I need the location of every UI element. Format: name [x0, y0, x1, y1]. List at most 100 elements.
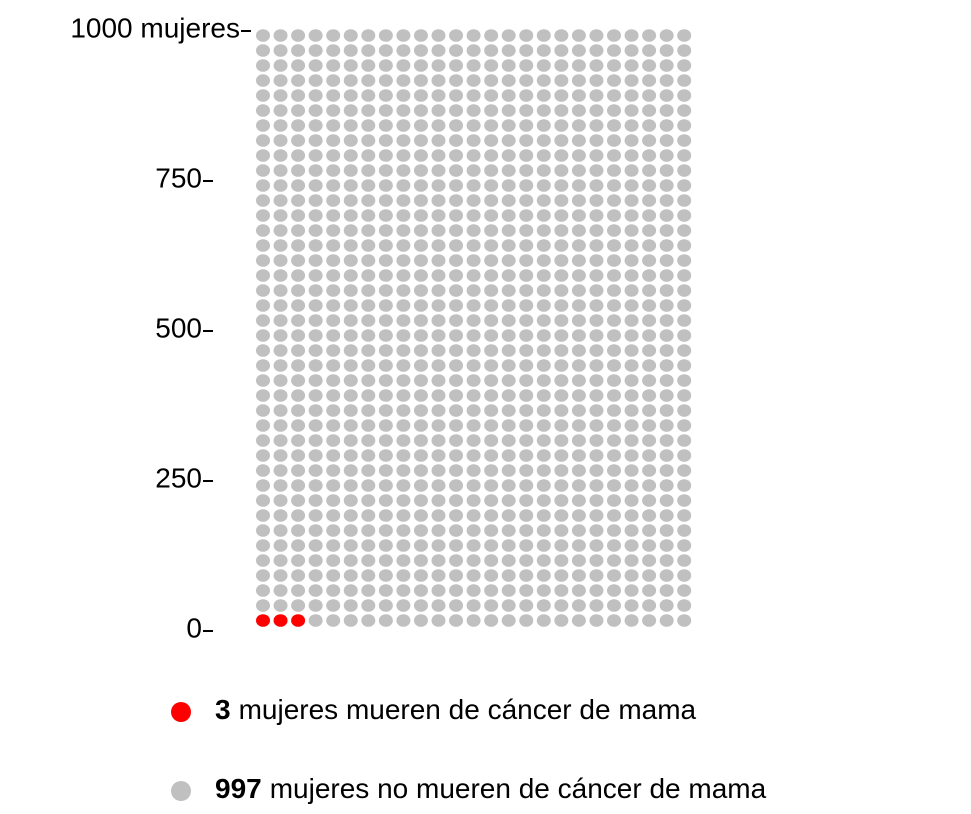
waffle-dot — [308, 614, 323, 627]
waffle-dot — [396, 464, 411, 477]
waffle-dot — [361, 134, 376, 147]
waffle-dot — [659, 389, 674, 402]
waffle-dot — [273, 149, 288, 162]
waffle-dot — [554, 314, 569, 327]
waffle-dot — [413, 479, 428, 492]
waffle-dot — [519, 509, 534, 522]
waffle-dot — [571, 284, 586, 297]
waffle-dot — [501, 239, 516, 252]
waffle-dot — [642, 464, 657, 477]
waffle-dot — [624, 44, 639, 57]
waffle-dot — [431, 89, 446, 102]
waffle-dot — [343, 239, 358, 252]
waffle-dot — [256, 569, 270, 582]
waffle-dot — [431, 614, 446, 627]
waffle-dot — [273, 434, 288, 447]
waffle-dot — [291, 299, 306, 312]
waffle-dot — [607, 164, 621, 177]
waffle-dot — [413, 224, 428, 237]
waffle-dot — [256, 329, 270, 342]
waffle-dot — [413, 314, 428, 327]
waffle-dot — [677, 389, 692, 402]
waffle-dot — [396, 269, 411, 282]
waffle-dot — [677, 104, 692, 117]
waffle-dot — [256, 479, 270, 492]
waffle-dot — [413, 569, 428, 582]
waffle-dot — [466, 359, 481, 372]
waffle-dot — [677, 374, 692, 387]
waffle-dot — [378, 449, 393, 462]
waffle-dot — [378, 149, 393, 162]
waffle-dot — [256, 44, 270, 57]
waffle-dot — [291, 164, 306, 177]
waffle-dot — [519, 134, 534, 147]
waffle-dot — [361, 299, 376, 312]
waffle-dot — [589, 164, 604, 177]
waffle-dot — [607, 314, 621, 327]
waffle-dot — [607, 194, 621, 207]
waffle-dot — [326, 419, 341, 432]
waffle-dot — [571, 104, 586, 117]
waffle-dot — [659, 89, 674, 102]
waffle-dot — [308, 449, 323, 462]
waffle-dot — [413, 179, 428, 192]
waffle-dot — [554, 569, 569, 582]
waffle-dot — [677, 209, 692, 222]
waffle-dot — [519, 599, 534, 612]
waffle-dot — [659, 464, 674, 477]
waffle-dot — [396, 389, 411, 402]
waffle-dot — [343, 44, 358, 57]
waffle-dot — [431, 134, 446, 147]
waffle-dot — [326, 89, 341, 102]
waffle-dot — [466, 89, 481, 102]
waffle-dot — [466, 179, 481, 192]
waffle-dot — [501, 44, 516, 57]
waffle-dot — [273, 479, 288, 492]
waffle-dot — [501, 344, 516, 357]
waffle-dot — [642, 509, 657, 522]
waffle-dot — [308, 134, 323, 147]
waffle-dot — [431, 239, 446, 252]
waffle-dot — [413, 554, 428, 567]
waffle-dot — [396, 329, 411, 342]
waffle-dot — [396, 554, 411, 567]
waffle-dot — [326, 344, 341, 357]
waffle-dot — [659, 584, 674, 597]
waffle-dot — [642, 284, 657, 297]
waffle-dot — [554, 374, 569, 387]
waffle-dot — [642, 224, 657, 237]
waffle-dot — [624, 329, 639, 342]
waffle-dot — [589, 59, 604, 72]
waffle-dot — [396, 359, 411, 372]
waffle-dot — [413, 374, 428, 387]
waffle-dot — [378, 554, 393, 567]
waffle-dot — [571, 194, 586, 207]
waffle-dot — [554, 29, 569, 42]
waffle-dot — [273, 509, 288, 522]
waffle-dot — [571, 89, 586, 102]
waffle-dot — [343, 254, 358, 267]
waffle-dot — [571, 479, 586, 492]
waffle-dot — [378, 359, 393, 372]
waffle-dot — [361, 179, 376, 192]
waffle-dot — [642, 584, 657, 597]
waffle-dot — [378, 29, 393, 42]
waffle-dot — [659, 539, 674, 552]
waffle-dot — [449, 209, 464, 222]
waffle-dot — [378, 479, 393, 492]
waffle-dot — [256, 209, 270, 222]
waffle-dot — [659, 374, 674, 387]
waffle-dot — [308, 419, 323, 432]
waffle-dot — [624, 614, 639, 627]
waffle-dot — [589, 599, 604, 612]
waffle-dot — [291, 449, 306, 462]
waffle-dot — [554, 554, 569, 567]
waffle-dot — [536, 284, 551, 297]
waffle-dot — [484, 74, 499, 87]
waffle-dot — [607, 599, 621, 612]
waffle-dot — [536, 509, 551, 522]
waffle-dot — [571, 464, 586, 477]
waffle-dot — [519, 614, 534, 627]
waffle-dot — [413, 104, 428, 117]
